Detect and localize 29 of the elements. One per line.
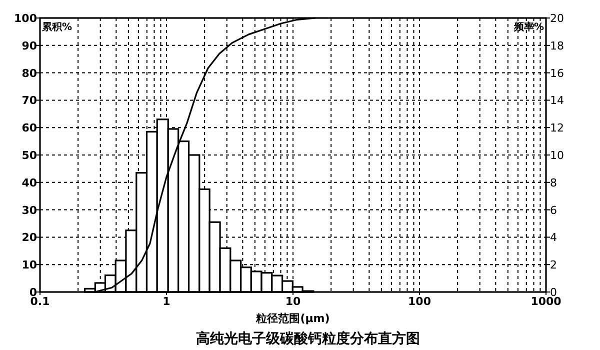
y-tick-label: 20: [22, 231, 38, 244]
y-tick-label: 40: [22, 176, 38, 190]
y-tick-label: 90: [22, 39, 38, 52]
y2-tick-label: 12: [550, 122, 564, 135]
y2-tick-label: 18: [550, 39, 564, 52]
y-tick-label: 100: [14, 12, 38, 25]
y2-axis-title: 频率%: [512, 21, 544, 33]
y2-tick-label: 8: [550, 176, 557, 190]
y2-tick-label: 14: [550, 94, 564, 108]
y-tick-label: 30: [22, 204, 38, 217]
y2-tick-label: 20: [550, 12, 564, 25]
x-tick-label: 10: [285, 295, 301, 308]
text: 高纯光电子级碳酸钙粒度分布直方图: [196, 330, 420, 347]
y2-tick-label: 6: [550, 204, 557, 217]
y2-tick-label: 2: [550, 258, 557, 272]
y-tick-label: 70: [22, 94, 38, 108]
y-tick-label: 50: [22, 149, 38, 162]
y2-tick-label: 4: [550, 231, 557, 244]
x-tick-label: 1: [162, 295, 170, 308]
y-tick-label: 10: [22, 258, 38, 272]
y-tick-label: 60: [22, 122, 38, 135]
x-axis-title: 粒径范围(μm): [255, 312, 330, 325]
x-tick-label: 100: [408, 295, 432, 308]
y-axis-title: 累积%: [41, 21, 72, 33]
y-tick-label: 80: [22, 66, 38, 80]
x-tick-label: 1000: [530, 295, 562, 308]
y2-tick-label: 10: [550, 149, 564, 162]
x-tick-label: 0.1: [30, 295, 50, 308]
y2-tick-label: 16: [550, 66, 564, 80]
